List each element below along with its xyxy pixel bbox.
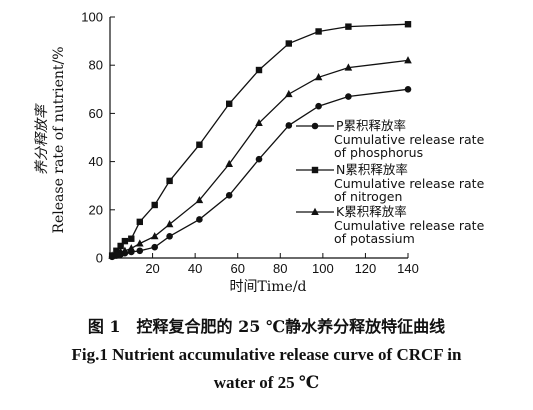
y-tick-label: 80 <box>89 58 103 73</box>
y-axis-label-en: Release rate of nutrient/% <box>51 46 67 233</box>
figure-caption-en-line2: water of 25 ℃ <box>213 373 320 392</box>
data-point <box>404 56 412 64</box>
data-point <box>255 155 263 163</box>
data-point <box>285 122 293 129</box>
figure-caption-en-line1: Fig.1 Nutrient accumulative release curv… <box>71 345 462 364</box>
data-point <box>315 102 322 110</box>
data-point <box>166 177 173 185</box>
x-tick-label: 60 <box>230 261 244 276</box>
data-point <box>121 237 129 245</box>
data-point <box>345 93 352 100</box>
data-point <box>225 159 233 168</box>
data-point <box>127 244 136 252</box>
legend-marker <box>311 122 319 130</box>
data-point <box>151 201 158 209</box>
data-point <box>121 246 129 254</box>
legend-label-cn: N累积释放率 <box>336 162 408 177</box>
y-tick-label: 0 <box>96 251 103 266</box>
y-axis-label-cn: 养分释放率 <box>34 103 50 175</box>
data-point <box>117 242 124 250</box>
legend-label-en-2: of phosphorus <box>334 145 423 160</box>
data-point <box>285 40 292 47</box>
x-tick-label: 80 <box>273 261 287 276</box>
data-point <box>165 220 174 228</box>
data-point <box>151 243 158 251</box>
legend-label-en-1: Cumulative release rate <box>334 176 485 191</box>
data-point <box>255 118 263 127</box>
x-tick-label: 120 <box>355 261 377 276</box>
data-point <box>255 66 263 74</box>
data-point <box>128 235 135 242</box>
data-point <box>166 233 173 240</box>
chart-ticks: 20 40 60 80 100 120 140 0 20 40 60 80 100 <box>81 10 419 277</box>
legend-label-en-2: of potassium <box>334 231 415 246</box>
data-point <box>196 141 203 148</box>
legend-marker <box>311 166 319 174</box>
data-point <box>225 192 233 199</box>
figure-caption-cn: 图 1 控释复合肥的 25 ℃静水养分释放特征曲线 <box>87 317 446 336</box>
legend-label-en-1: Cumulative release rate <box>334 218 485 233</box>
data-point <box>196 216 203 223</box>
data-point <box>315 28 322 35</box>
data-point <box>344 63 353 71</box>
legend-label-en-1: Cumulative release rate <box>334 132 485 147</box>
x-axis-label: 时间Time/d <box>229 279 306 295</box>
x-tick-label: 40 <box>188 261 202 276</box>
data-point <box>136 218 143 226</box>
legend-marker <box>311 207 319 215</box>
data-point <box>345 23 352 30</box>
y-tick-label: 40 <box>89 154 103 169</box>
data-point <box>404 86 412 93</box>
y-tick-label: 20 <box>89 202 103 217</box>
chart-axes <box>109 17 408 259</box>
data-point <box>404 21 412 28</box>
data-point <box>226 100 233 107</box>
series-square <box>108 21 412 259</box>
x-tick-label: 20 <box>145 261 159 276</box>
y-tick-label: 60 <box>89 106 103 121</box>
legend-label-cn: K累积释放率 <box>336 204 407 219</box>
legend-label-cn: P累积释放率 <box>336 118 406 133</box>
data-point <box>108 251 116 259</box>
chart-series <box>108 21 412 261</box>
legend-label-en-2: of nitrogen <box>334 189 402 204</box>
y-axis-label-group: 养分释放率 Release rate of nutrient/% <box>34 46 67 233</box>
y-tick-label: 100 <box>81 10 103 25</box>
series-triangle <box>108 56 412 259</box>
data-point <box>195 195 204 204</box>
x-tick-label: 140 <box>397 261 419 276</box>
data-point <box>150 232 159 240</box>
data-point <box>314 73 323 81</box>
data-point <box>285 89 293 98</box>
x-tick-label: 100 <box>312 261 334 276</box>
data-point <box>136 239 144 247</box>
data-point <box>136 247 144 255</box>
